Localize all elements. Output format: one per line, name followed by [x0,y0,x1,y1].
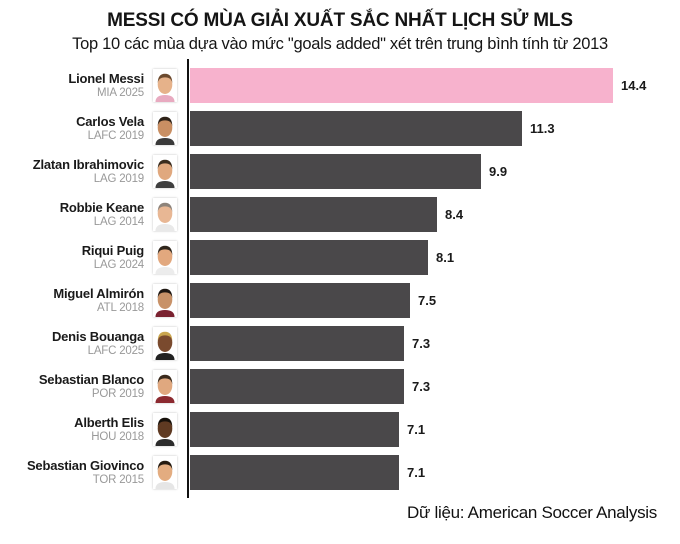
bar-cell: 7.1 [190,455,680,490]
player-name: Sebastian Blanco [38,372,144,387]
bar-cell: 7.5 [190,283,680,318]
player-photo [153,69,177,102]
table-row: Lionel Messi MIA 2025 14.4 [0,68,680,103]
player-label-block: Robbie Keane LAG 2014 [0,197,144,232]
player-photo [153,370,177,403]
bar-cell: 8.1 [190,240,680,275]
bar [190,283,410,318]
player-label-block: Miguel Almirón ATL 2018 [0,283,144,318]
player-team-season: MIA 2025 [97,87,144,99]
player-face-icon [153,327,177,360]
player-label-block: Sebastian Blanco POR 2019 [0,369,144,404]
bar [190,154,481,189]
player-photo [153,456,177,489]
player-face-icon [153,112,177,145]
player-photo [153,241,177,274]
chart-title: MESSI CÓ MÙA GIẢI XUẤT SẮC NHẤT LỊCH SỬ … [107,10,573,31]
player-name: Riqui Puig [81,243,144,258]
bar [190,111,522,146]
bar-value-label: 8.4 [445,207,464,222]
player-team-season: LAFC 2025 [87,345,145,357]
player-team-season: LAFC 2019 [87,130,145,142]
bar-value-label: 9.9 [489,164,508,179]
player-name: Alberth Elis [74,415,144,430]
player-face-icon [153,198,177,231]
player-name: Lionel Messi [68,71,144,86]
bar-cell: 7.1 [190,412,680,447]
source-credit: Dữ liệu: American Soccer Analysis [407,503,657,522]
player-name: Zlatan Ibrahimovic [32,157,144,172]
player-label-block: Sebastian Giovinco TOR 2015 [0,455,144,490]
player-label-block: Zlatan Ibrahimovic LAG 2019 [0,154,144,189]
player-name: Carlos Vela [76,114,144,129]
bar [190,369,404,404]
player-face-icon [153,284,177,317]
player-name: Miguel Almirón [53,286,144,301]
bar-cell: 7.3 [190,369,680,404]
table-row: Sebastian Blanco POR 2019 7.3 [0,369,680,404]
player-team-season: ATL 2018 [97,302,144,314]
bar-value-label: 7.3 [412,336,431,351]
player-label-block: Riqui Puig LAG 2024 [0,240,144,275]
bar-cell: 14.4 [190,68,680,103]
player-team-season: LAG 2019 [93,173,144,185]
player-photo [153,327,177,360]
player-face-icon [153,241,177,274]
player-team-season: LAG 2014 [93,216,144,228]
bar-value-label: 8.1 [436,250,455,265]
player-face-icon [153,370,177,403]
bar [190,197,437,232]
player-team-season: POR 2019 [91,388,144,400]
bar-cell: 9.9 [190,154,680,189]
bar-rows: Lionel Messi MIA 2025 14.4 Carlos Vela L… [0,68,680,498]
player-face-icon [153,413,177,446]
chart-subtitle: Top 10 các mùa dựa vào mức "goals added"… [72,35,608,53]
table-row: Sebastian Giovinco TOR 2015 7.1 [0,455,680,490]
bar-value-label: 11.3 [530,121,555,136]
player-name: Robbie Keane [59,200,144,215]
chart-container: MESSI CÓ MÙA GIẢI XUẤT SẮC NHẤT LỊCH SỬ … [0,0,680,522]
table-row: Carlos Vela LAFC 2019 11.3 [0,111,680,146]
player-label-block: Denis Bouanga LAFC 2025 [0,326,144,361]
bar-value-label: 14.4 [621,78,647,93]
player-name: Sebastian Giovinco [26,458,144,473]
player-label-block: Alberth Elis HOU 2018 [0,412,144,447]
bar-cell: 8.4 [190,197,680,232]
bar-cell: 7.3 [190,326,680,361]
player-photo [153,198,177,231]
table-row: Alberth Elis HOU 2018 7.1 [0,412,680,447]
table-row: Robbie Keane LAG 2014 8.4 [0,197,680,232]
player-photo [153,413,177,446]
player-team-season: LAG 2024 [93,259,144,271]
bar-value-label: 7.1 [407,422,426,437]
table-row: Denis Bouanga LAFC 2025 7.3 [0,326,680,361]
bar [190,326,404,361]
table-row: Riqui Puig LAG 2024 8.1 [0,240,680,275]
bar-value-label: 7.5 [418,293,437,308]
player-name: Denis Bouanga [51,329,144,344]
table-row: Zlatan Ibrahimovic LAG 2019 9.9 [0,154,680,189]
player-face-icon [153,69,177,102]
bar-value-label: 7.1 [407,465,426,480]
player-photo [153,284,177,317]
player-photo [153,112,177,145]
player-label-block: Carlos Vela LAFC 2019 [0,111,144,146]
player-face-icon [153,155,177,188]
table-row: Miguel Almirón ATL 2018 7.5 [0,283,680,318]
player-team-season: HOU 2018 [91,431,144,443]
player-photo [153,155,177,188]
player-label-block: Lionel Messi MIA 2025 [0,68,144,103]
player-team-season: TOR 2015 [92,474,144,486]
player-face-icon [153,456,177,489]
bar [190,455,399,490]
y-axis-line [187,59,189,498]
bar-value-label: 7.3 [412,379,431,394]
bar [190,240,428,275]
bar-cell: 11.3 [190,111,680,146]
plot-area: Lionel Messi MIA 2025 14.4 Carlos Vela L… [0,59,680,498]
bar [190,412,399,447]
bar [190,68,613,103]
